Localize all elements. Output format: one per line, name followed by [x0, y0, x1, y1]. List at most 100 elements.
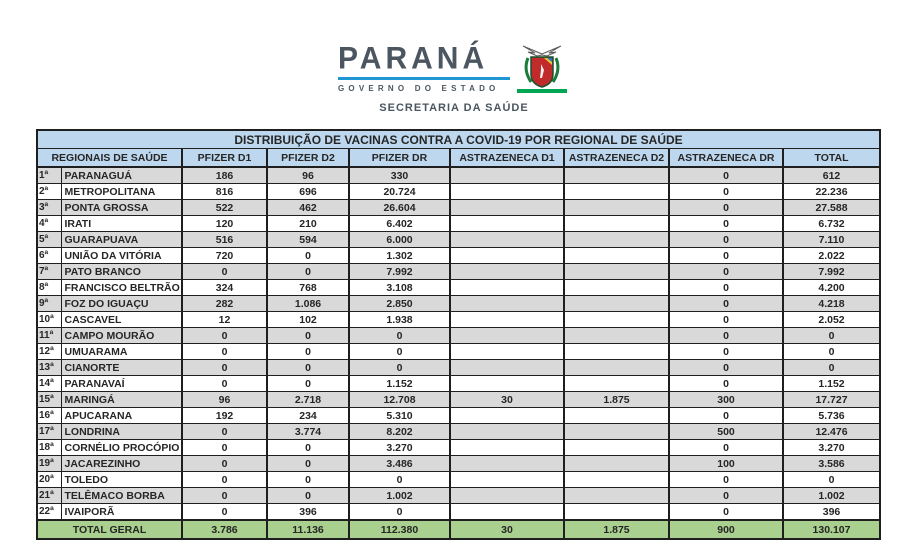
row-region-name: CORNÉLIO PROCÓPIO [60, 439, 183, 456]
table-row: 7ª PATO BRANCO 0 0 7.992 0 7.992 [36, 263, 881, 280]
cell-total: 4.218 [781, 295, 881, 312]
cell-astrazeneca-dr: 0 [668, 247, 784, 264]
total-astrazeneca-d1: 30 [449, 519, 565, 540]
cell-astrazeneca-d2 [563, 455, 670, 472]
row-ordinal: 3ª [36, 199, 62, 216]
cell-pfizer-dr: 1.002 [348, 487, 451, 504]
table-row: 14ª PARANAVAÍ 0 0 1.152 0 1.152 [36, 375, 881, 392]
row-ordinal: 9ª [36, 295, 62, 312]
cell-astrazeneca-dr: 0 [668, 166, 784, 184]
cell-astrazeneca-d1 [449, 327, 565, 344]
cell-astrazeneca-d2 [563, 343, 670, 360]
cell-astrazeneca-d1 [449, 295, 565, 312]
cell-astrazeneca-d1 [449, 247, 565, 264]
state-letterhead: PARANÁ GOVERNO DO ESTADO [338, 43, 570, 114]
row-region-name: METROPOLITANA [60, 183, 183, 200]
table-row: 13ª CIANORTE 0 0 0 0 0 [36, 359, 881, 376]
row-region-name: PARANAVAÍ [60, 375, 183, 392]
row-region-name: FOZ DO IGUAÇU [60, 295, 183, 312]
cell-pfizer-d1: 120 [181, 215, 268, 232]
cell-pfizer-d2: 0 [266, 439, 350, 456]
cell-pfizer-d1: 0 [181, 487, 268, 504]
cell-pfizer-dr: 6.402 [348, 215, 451, 232]
cell-pfizer-d1: 282 [181, 295, 268, 312]
cell-pfizer-d1: 0 [181, 359, 268, 376]
cell-astrazeneca-dr: 100 [668, 455, 784, 472]
table-row: 3ª PONTA GROSSA 522 462 26.604 0 27.588 [36, 199, 881, 216]
row-ordinal: 5ª [36, 231, 62, 248]
table-row: 10ª CASCAVEL 12 102 1.938 0 2.052 [36, 311, 881, 328]
cell-pfizer-dr: 0 [348, 471, 451, 488]
secretary-label: SECRETARIA DA SAÚDE [379, 102, 529, 114]
row-ordinal: 18ª [36, 439, 62, 456]
cell-astrazeneca-d1 [449, 439, 565, 456]
table-row: 11ª CAMPO MOURÃO 0 0 0 0 0 [36, 327, 881, 344]
cell-pfizer-dr: 0 [348, 503, 451, 521]
cell-astrazeneca-d1 [449, 471, 565, 488]
cell-astrazeneca-d1 [449, 503, 565, 521]
cell-pfizer-d2: 0 [266, 487, 350, 504]
cell-pfizer-d1: 0 [181, 263, 268, 280]
cell-pfizer-d2: 1.086 [266, 295, 350, 312]
cell-pfizer-dr: 20.724 [348, 183, 451, 200]
cell-astrazeneca-d2 [563, 359, 670, 376]
cell-total: 1.152 [781, 375, 881, 392]
cell-total: 27.588 [781, 199, 881, 216]
cell-astrazeneca-d2 [563, 295, 670, 312]
cell-astrazeneca-d2 [563, 439, 670, 456]
row-ordinal: 4ª [36, 215, 62, 232]
row-region-name: LONDRINA [60, 423, 183, 440]
cell-total: 0 [781, 343, 881, 360]
table-row: 16ª APUCARANA 192 234 5.310 0 5.736 [36, 407, 881, 424]
total-label: TOTAL GERAL [36, 519, 183, 540]
table-row: 12ª UMUARAMA 0 0 0 0 0 [36, 343, 881, 360]
cell-astrazeneca-dr: 0 [668, 311, 784, 328]
total-grand: 130.107 [781, 519, 881, 540]
row-ordinal: 20ª [36, 471, 62, 488]
cell-astrazeneca-dr: 300 [668, 391, 784, 408]
cell-astrazeneca-dr: 0 [668, 487, 784, 504]
cell-astrazeneca-d2 [563, 311, 670, 328]
row-region-name: TOLEDO [60, 471, 183, 488]
cell-pfizer-d1: 0 [181, 471, 268, 488]
cell-total: 1.002 [781, 487, 881, 504]
cell-astrazeneca-d1 [449, 487, 565, 504]
cell-total: 22.236 [781, 183, 881, 200]
cell-astrazeneca-dr: 0 [668, 199, 784, 216]
cell-astrazeneca-dr: 0 [668, 327, 784, 344]
column-header-astrazeneca-d2: ASTRAZENECA D2 [563, 148, 670, 168]
cell-pfizer-d1: 192 [181, 407, 268, 424]
cell-pfizer-d2: 594 [266, 231, 350, 248]
cell-astrazeneca-dr: 0 [668, 407, 784, 424]
total-pfizer-dr: 112.380 [348, 519, 451, 540]
cell-astrazeneca-d1 [449, 343, 565, 360]
row-ordinal: 19ª [36, 455, 62, 472]
row-region-name: TELÊMACO BORBA [60, 487, 183, 504]
table-row: 5ª GUARAPUAVA 516 594 6.000 0 7.110 [36, 231, 881, 248]
cell-astrazeneca-dr: 0 [668, 231, 784, 248]
cell-total: 396 [781, 503, 881, 521]
total-pfizer-d2: 11.136 [266, 519, 350, 540]
cell-total: 0 [781, 359, 881, 376]
cell-pfizer-d2: 234 [266, 407, 350, 424]
cell-pfizer-d2: 102 [266, 311, 350, 328]
table-row: 22ª IVAIPORÃ 0 396 0 0 396 [36, 503, 881, 521]
cell-pfizer-d2: 768 [266, 279, 350, 296]
row-region-name: PONTA GROSSA [60, 199, 183, 216]
total-pfizer-d1: 3.786 [181, 519, 268, 540]
government-label: GOVERNO DO ESTADO [338, 84, 500, 93]
cell-pfizer-d1: 0 [181, 503, 268, 521]
row-region-name: MARINGÁ [60, 391, 183, 408]
table-row: 18ª CORNÉLIO PROCÓPIO 0 0 3.270 0 3.270 [36, 439, 881, 456]
cell-astrazeneca-d1 [449, 263, 565, 280]
row-ordinal: 7ª [36, 263, 62, 280]
cell-pfizer-dr: 330 [348, 166, 451, 184]
cell-pfizer-d2: 0 [266, 263, 350, 280]
column-header-total: TOTAL [781, 148, 881, 168]
cell-total: 7.992 [781, 263, 881, 280]
cell-pfizer-d2: 0 [266, 327, 350, 344]
cell-astrazeneca-dr: 0 [668, 295, 784, 312]
cell-total: 12.476 [781, 423, 881, 440]
row-region-name: IVAIPORÃ [60, 503, 183, 521]
cell-pfizer-d2: 2.718 [266, 391, 350, 408]
